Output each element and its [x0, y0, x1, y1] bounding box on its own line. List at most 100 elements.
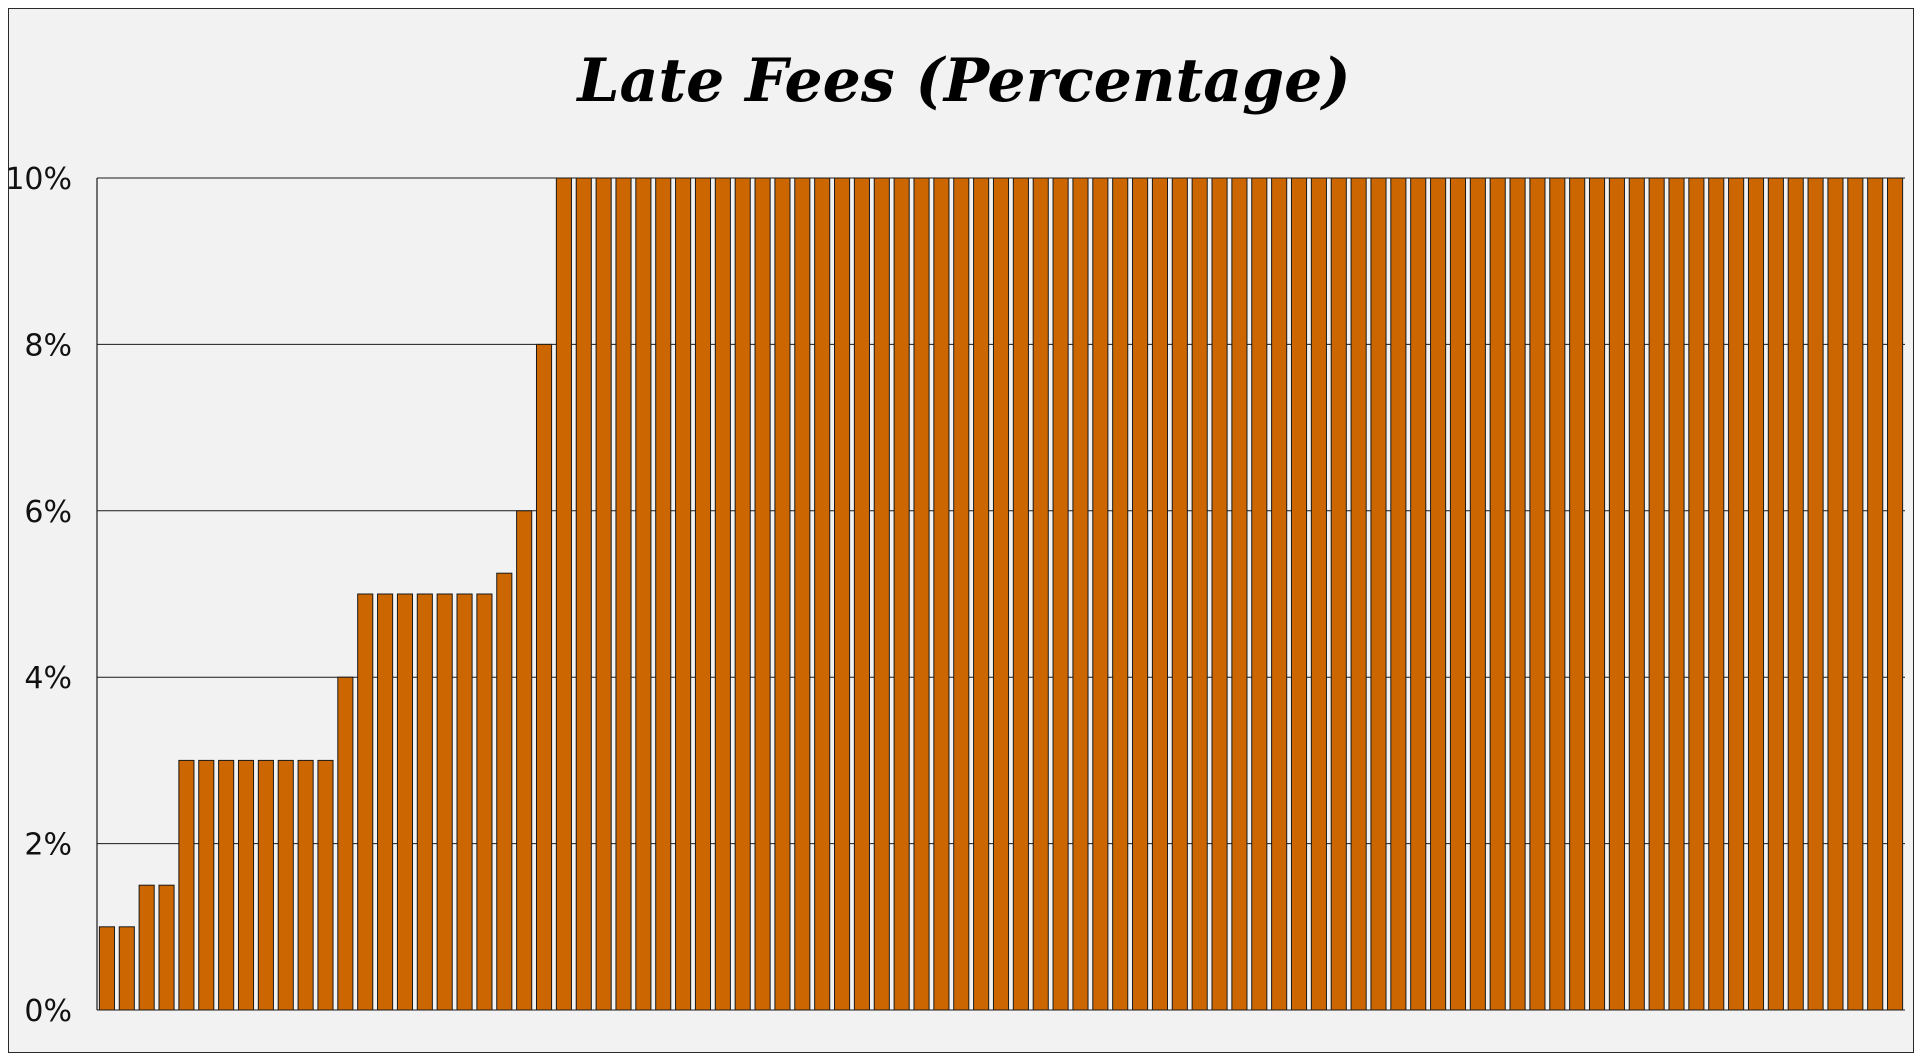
bar	[1012, 177, 1029, 1011]
bar	[734, 177, 751, 1011]
bar	[1211, 177, 1228, 1011]
bar	[1708, 177, 1725, 1011]
bars	[98, 177, 1904, 1011]
bar	[1191, 177, 1208, 1011]
bar	[1151, 177, 1169, 1011]
bar	[337, 676, 354, 1011]
bar	[1112, 177, 1129, 1011]
bar	[317, 759, 334, 1011]
bar	[1390, 177, 1407, 1011]
bar	[1310, 177, 1327, 1011]
bar	[694, 177, 712, 1011]
bar	[496, 572, 513, 1011]
bar	[1072, 177, 1089, 1011]
chart-frame: Late Fees (Percentage) 0% 2% 4% 6% 8% 10%	[8, 8, 1914, 1053]
bar	[1430, 177, 1447, 1011]
y-tick-label: 0%	[24, 994, 72, 1029]
bar	[1747, 177, 1765, 1011]
bar	[237, 759, 255, 1011]
bar	[595, 177, 612, 1011]
bar	[675, 177, 692, 1011]
bar	[1608, 177, 1625, 1011]
bar	[198, 759, 215, 1011]
bar	[714, 177, 731, 1011]
bar	[1767, 177, 1784, 1011]
bar	[1588, 177, 1606, 1011]
bar	[1648, 177, 1665, 1011]
bar	[1251, 177, 1268, 1011]
y-tick-label: 6%	[24, 495, 72, 530]
bar	[416, 593, 433, 1011]
bar	[1410, 177, 1427, 1011]
bar	[1370, 177, 1387, 1011]
bar	[1489, 177, 1506, 1011]
bar-chart: Late Fees (Percentage) 0% 2% 4% 6% 8% 10%	[9, 46, 1905, 1029]
bar	[853, 177, 870, 1011]
bar	[1688, 177, 1705, 1011]
bar	[615, 177, 632, 1011]
bar	[754, 177, 771, 1011]
bar	[992, 177, 1010, 1011]
bar	[1668, 177, 1685, 1011]
bar	[1827, 177, 1844, 1011]
bar	[138, 884, 155, 1011]
bar	[873, 177, 890, 1011]
bar	[377, 593, 394, 1011]
y-tick-label: 2%	[24, 828, 72, 863]
bar	[1350, 177, 1367, 1011]
bar	[794, 177, 811, 1011]
bar	[814, 177, 831, 1011]
bar	[277, 759, 294, 1011]
bar	[655, 177, 672, 1011]
bar	[297, 759, 314, 1011]
bar	[635, 177, 652, 1011]
bar	[158, 884, 175, 1011]
bar	[1171, 177, 1188, 1011]
bar	[555, 177, 572, 1011]
bar	[1509, 177, 1526, 1011]
bar	[357, 593, 374, 1011]
bar	[1449, 177, 1467, 1011]
bar	[1887, 177, 1904, 1011]
bar	[98, 926, 115, 1011]
bar	[516, 510, 533, 1011]
bar	[257, 759, 274, 1011]
bar	[1847, 177, 1864, 1011]
bar	[774, 177, 791, 1011]
bar	[1231, 177, 1248, 1011]
bar	[1290, 177, 1308, 1011]
bar	[1628, 177, 1645, 1011]
bar	[178, 759, 195, 1011]
bar	[1807, 177, 1824, 1011]
bar	[913, 177, 930, 1011]
bar	[1569, 177, 1586, 1011]
bar	[893, 177, 910, 1011]
bar	[1271, 177, 1288, 1011]
bar	[1529, 177, 1546, 1011]
bar	[575, 177, 592, 1011]
bar	[1330, 177, 1347, 1011]
bar	[456, 593, 473, 1011]
bar	[118, 926, 135, 1011]
bar	[834, 177, 851, 1011]
bar	[476, 593, 493, 1011]
bar	[933, 177, 950, 1011]
bar	[1867, 177, 1884, 1011]
y-tick-label: 4%	[24, 661, 72, 696]
bar	[1549, 177, 1566, 1011]
bar	[396, 593, 414, 1011]
bar	[1728, 177, 1745, 1011]
bar	[1132, 177, 1149, 1011]
bar	[1092, 177, 1109, 1011]
y-axis-ticks: 0% 2% 4% 6% 8% 10%	[9, 162, 72, 1029]
bar	[1787, 177, 1804, 1011]
chart-title: Late Fees (Percentage)	[575, 46, 1350, 116]
bar	[535, 343, 553, 1011]
bar	[218, 759, 235, 1011]
bar	[1032, 177, 1049, 1011]
bar	[436, 593, 453, 1011]
bar	[953, 177, 970, 1011]
y-tick-label: 10%	[9, 162, 72, 197]
bar	[1052, 177, 1069, 1011]
bar	[973, 177, 990, 1011]
